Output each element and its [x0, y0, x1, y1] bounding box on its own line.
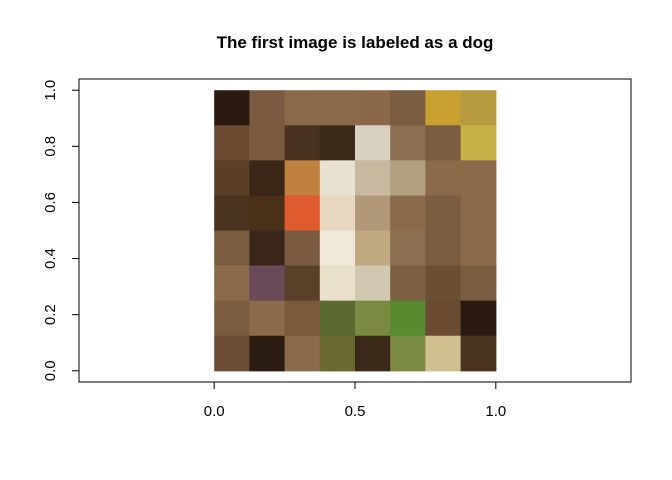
image-pixel [390, 230, 426, 267]
image-pixel [425, 265, 462, 302]
image-pixel [425, 335, 462, 372]
image-pixel [355, 335, 391, 372]
x-tick-label: 0.5 [345, 403, 366, 420]
image-pixel [390, 195, 426, 232]
image-pixel [355, 265, 391, 302]
image-pixel [214, 300, 250, 337]
image-pixel [390, 90, 426, 126]
image-pixel [390, 335, 426, 372]
image-pixel [355, 230, 391, 267]
image-pixel [425, 90, 462, 126]
image-pixel [214, 265, 250, 302]
image-pixel [460, 300, 497, 337]
image-pixel [460, 125, 497, 161]
image-pixel [249, 160, 286, 197]
x-tick-label: 0.0 [204, 403, 225, 420]
image-pixel [214, 195, 250, 232]
image-pixel [284, 90, 321, 126]
y-tick-label: 1.0 [42, 80, 59, 101]
chart-title: The first image is labeled as a dog [217, 33, 494, 52]
image-pixel [249, 90, 286, 126]
image-pixel [460, 335, 497, 372]
image-pixel [390, 125, 426, 161]
image-pixel [249, 335, 286, 372]
image-pixel [214, 160, 250, 197]
y-tick-label: 0.0 [42, 360, 59, 381]
image-pixel [425, 195, 462, 232]
image-pixel [284, 335, 321, 372]
image-pixel [319, 265, 356, 302]
image-pixel [284, 265, 321, 302]
image-pixel [460, 230, 497, 267]
image-pixel [249, 300, 286, 337]
x-tick-label: 1.0 [485, 403, 506, 420]
image-pixel [214, 335, 250, 372]
y-tick-label: 0.2 [42, 304, 59, 325]
image-pixel [319, 90, 356, 126]
image-pixel [425, 160, 462, 197]
image-pixel [249, 230, 286, 267]
image-pixel [355, 90, 391, 126]
image-pixel [284, 160, 321, 197]
image-pixel [319, 195, 356, 232]
image-pixel [249, 265, 286, 302]
image-pixel [319, 125, 356, 161]
image-pixel [284, 195, 321, 232]
image-pixel [214, 90, 250, 126]
image-pixel [355, 125, 391, 161]
x-axis: 0.0 0.5 1.0 [204, 381, 506, 420]
image-pixel [425, 230, 462, 267]
y-tick-label: 0.4 [42, 248, 59, 269]
image-pixel [249, 125, 286, 161]
image-pixel [249, 195, 286, 232]
image-pixel [284, 300, 321, 337]
image-pixel [460, 195, 497, 232]
image-pixel [355, 300, 391, 337]
image-pixel [319, 335, 356, 372]
image-pixel [390, 265, 426, 302]
image-pixel [460, 90, 497, 126]
image-pixel [284, 230, 321, 267]
y-tick-label: 0.6 [42, 192, 59, 213]
image-pixel [460, 160, 497, 197]
y-tick-label: 0.8 [42, 136, 59, 157]
image-pixel [460, 265, 497, 302]
image-pixel [425, 125, 462, 161]
image-pixel [214, 230, 250, 267]
image-pixel [390, 160, 426, 197]
image-pixel [355, 160, 391, 197]
y-axis: 0.0 0.2 0.4 0.6 0.8 1.0 [42, 80, 80, 381]
image-raster [214, 90, 497, 372]
image-pixel [319, 300, 356, 337]
image-pixel [355, 195, 391, 232]
image-pixel [319, 160, 356, 197]
image-pixel [319, 230, 356, 267]
image-pixel [214, 125, 250, 161]
image-pixel [284, 125, 321, 161]
image-pixel [390, 300, 426, 337]
image-pixel [425, 300, 462, 337]
